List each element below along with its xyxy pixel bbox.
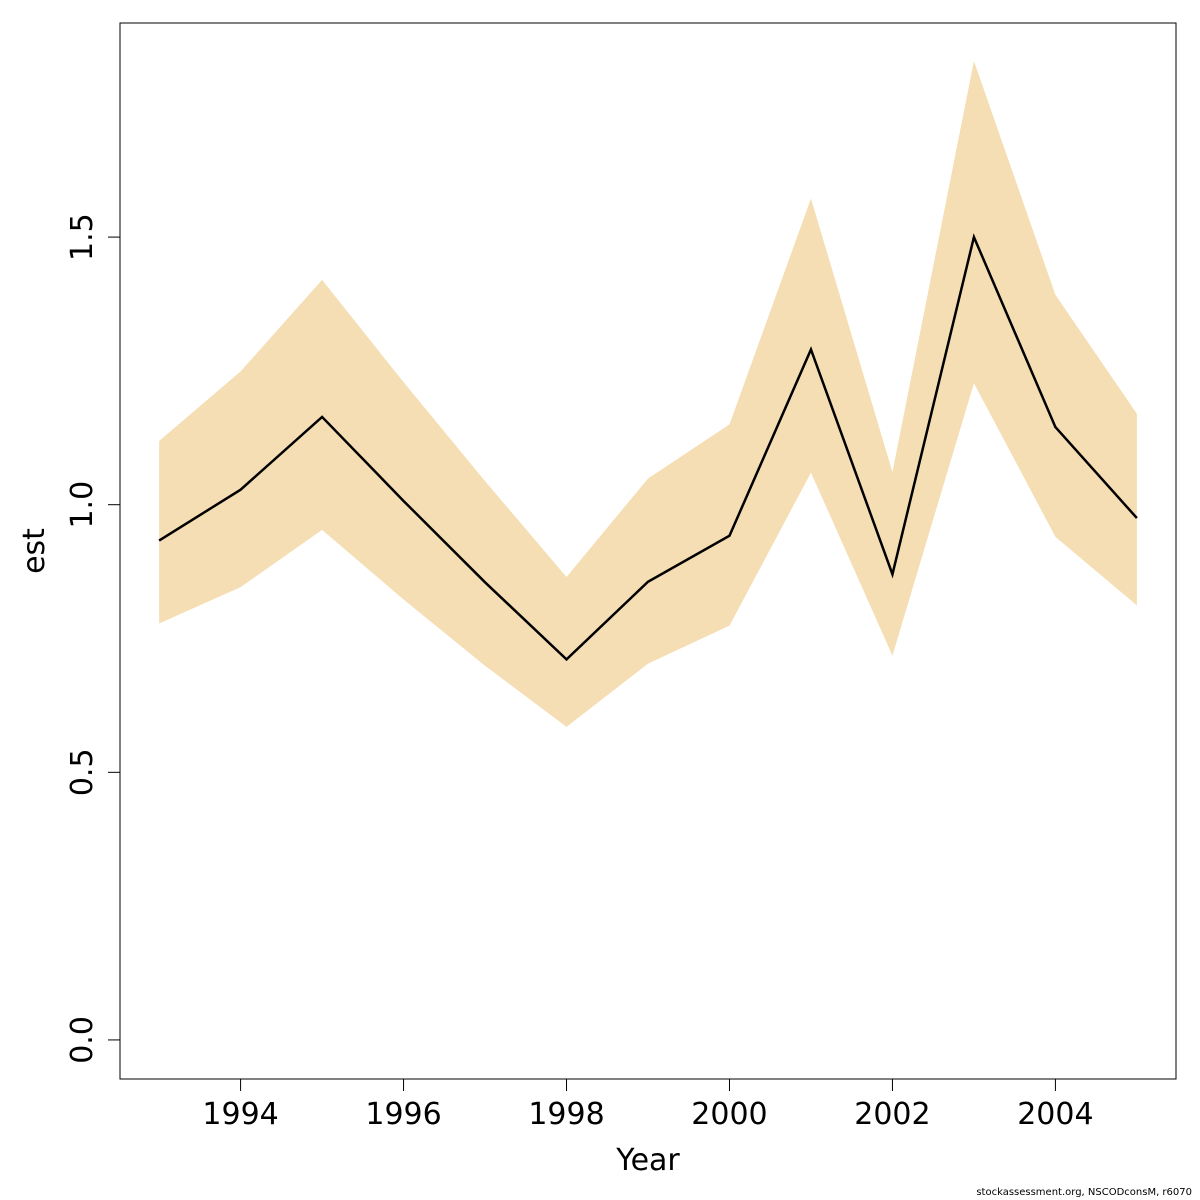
confidence-band-layer xyxy=(159,61,1137,727)
x-tick-label: 2002 xyxy=(854,1097,930,1132)
y-axis: 0.0 0.5 1.0 1.5 xyxy=(65,213,121,1064)
x-tick-label: 2000 xyxy=(691,1097,767,1132)
x-axis-title: Year xyxy=(615,1143,680,1178)
confidence-band xyxy=(159,61,1137,727)
x-tick-label: 1998 xyxy=(528,1097,604,1132)
x-axis: 1994 1996 1998 2000 2002 2004 xyxy=(202,1078,1094,1132)
y-tick-label: 1.5 xyxy=(65,213,100,261)
x-tick-label: 1994 xyxy=(202,1097,278,1132)
x-tick-label: 2004 xyxy=(1017,1097,1093,1132)
series-line-layer xyxy=(158,233,1138,662)
y-tick-label: 0.0 xyxy=(65,1016,100,1064)
x-tick-label: 1996 xyxy=(365,1097,441,1132)
y-tick-label: 0.5 xyxy=(65,748,100,796)
y-tick-label: 1.0 xyxy=(65,481,100,529)
y-axis-title: est xyxy=(17,528,52,574)
footer-note: stockassessment.org, NSCODconsM, r6070 xyxy=(976,1187,1192,1198)
